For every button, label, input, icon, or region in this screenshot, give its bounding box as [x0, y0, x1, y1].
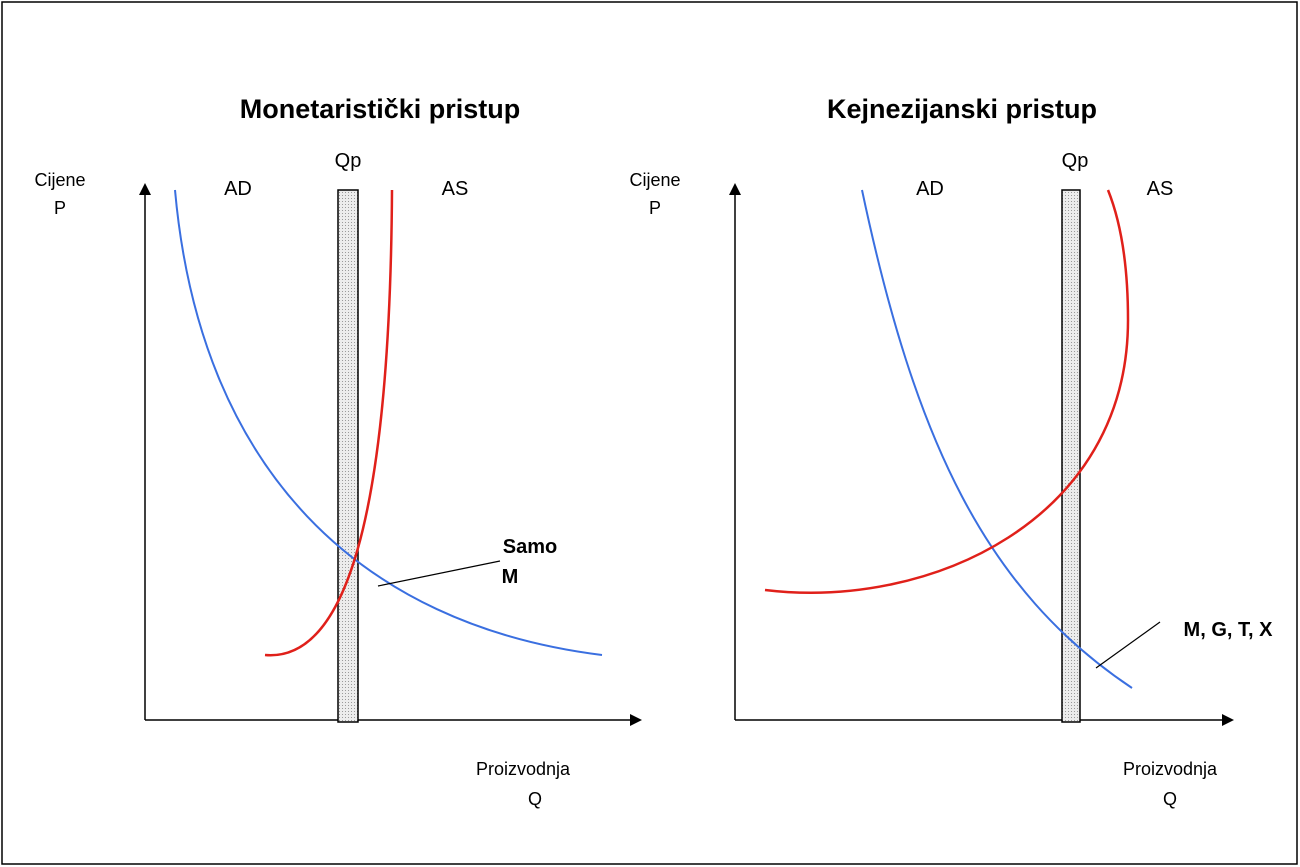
qp-label: Qp: [1062, 150, 1089, 172]
ad-curve: [174, 189, 603, 656]
potential-output-band: [337, 189, 359, 723]
ad-curve: [861, 189, 1133, 689]
y-label: P: [54, 198, 66, 218]
x-label: Proizvodnja: [476, 759, 571, 779]
as-curve: [764, 189, 1130, 594]
as-curve: [264, 189, 394, 657]
as-label: AS: [1147, 178, 1174, 200]
annotation: Samo: [503, 536, 557, 558]
panel-title: Monetaristički pristup: [240, 94, 521, 124]
y-label: Cijene: [629, 170, 680, 190]
ad-label: AD: [224, 178, 252, 200]
annotation: M, G, T, X: [1184, 619, 1274, 641]
potential-output-band: [1061, 189, 1081, 723]
panel-left: Monetaristički pristup Cijene P Proizvod…: [34, 94, 642, 809]
leader-line: [377, 560, 501, 587]
panel-right: Kejnezijanski pristup Cijene P Proizvodn…: [629, 94, 1273, 809]
leader-line: [1095, 621, 1161, 669]
ad-label: AD: [916, 178, 944, 200]
panel-title: Kejnezijanski pristup: [827, 94, 1097, 124]
x-label: Q: [528, 789, 542, 809]
x-label: Proizvodnja: [1123, 759, 1218, 779]
qp-label: Qp: [335, 150, 362, 172]
y-label: Cijene: [34, 170, 85, 190]
as-label: AS: [442, 178, 469, 200]
x-label: Q: [1163, 789, 1177, 809]
annotation: M: [502, 566, 519, 588]
y-label: P: [649, 198, 661, 218]
